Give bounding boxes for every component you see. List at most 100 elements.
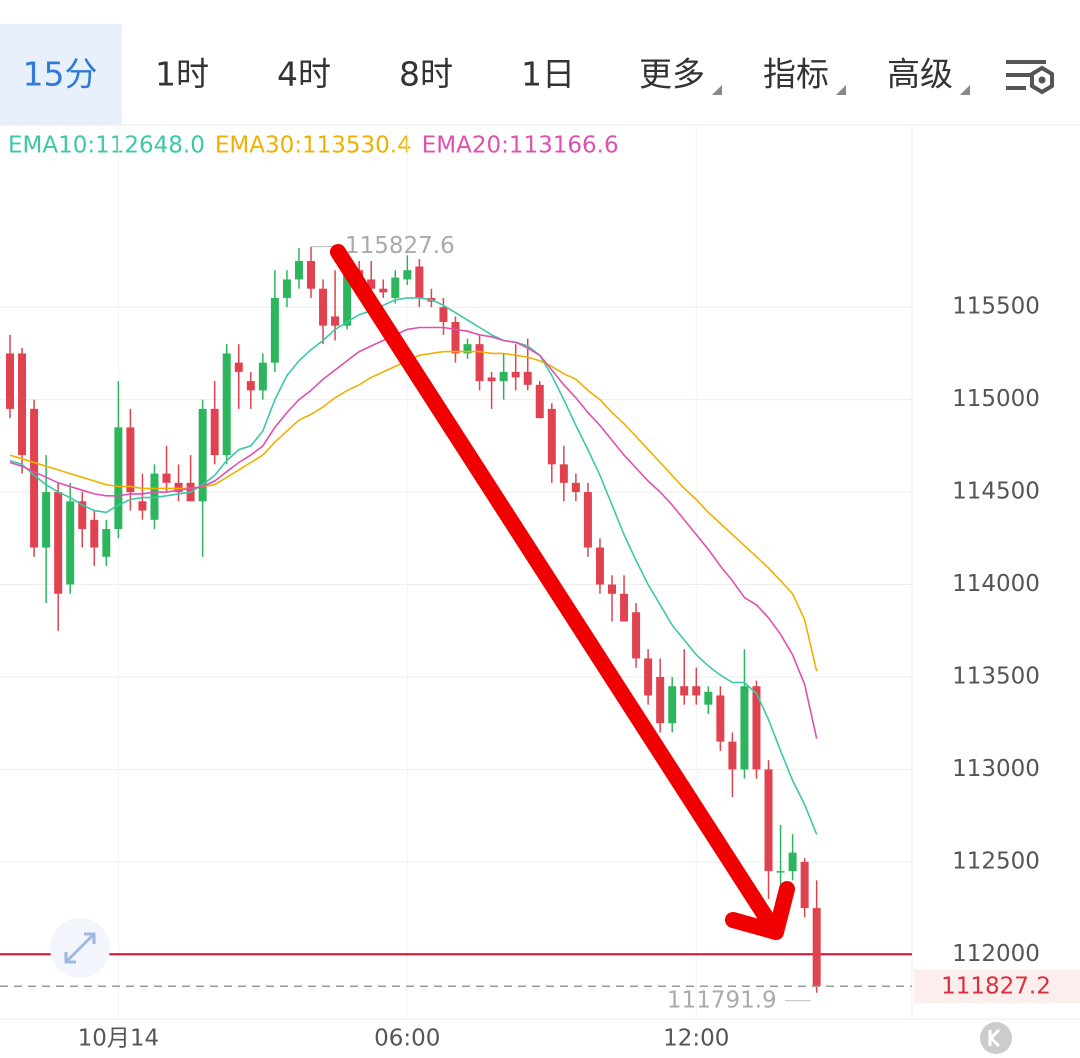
candle-body — [620, 593, 629, 622]
candle-body — [559, 464, 568, 483]
candle-body — [234, 362, 243, 372]
dropdown-caret — [712, 85, 722, 95]
kline-toggle[interactable] — [980, 1022, 1012, 1054]
x-tick-label: 12:00 — [663, 1026, 729, 1052]
candle-body — [42, 492, 51, 548]
y-tick-label: 115000 — [952, 386, 1040, 412]
trend-arrow — [330, 244, 795, 940]
candle-body — [788, 852, 797, 872]
x-tick-label: 06:00 — [374, 1026, 440, 1052]
y-tick-label: 112500 — [952, 848, 1040, 874]
candle-body — [439, 307, 448, 322]
candle-body — [198, 408, 207, 502]
y-tick-label: 115500 — [952, 294, 1040, 320]
expand-button[interactable] — [50, 918, 110, 978]
candle-body — [294, 260, 303, 280]
legend-entry: EMA10:112648.0 — [8, 133, 205, 159]
tab[interactable]: 1时 — [155, 55, 209, 94]
candle-body — [680, 686, 689, 696]
last-price-label: 111827.2 — [941, 974, 1051, 1000]
y-tick-label: 113000 — [952, 756, 1040, 782]
tab[interactable]: 1日 — [521, 55, 575, 94]
candle-body — [379, 288, 388, 293]
tab-label: 4时 — [277, 55, 331, 94]
tab-label: 1日 — [521, 55, 575, 94]
candle-body — [6, 353, 14, 409]
candle-body — [258, 362, 267, 391]
candle-body — [102, 529, 111, 557]
candle-body — [90, 519, 99, 548]
tab[interactable]: 指标 — [763, 55, 846, 96]
candle-body — [307, 260, 315, 289]
candle-body — [499, 371, 508, 382]
candle-body — [270, 297, 279, 363]
candle-body — [764, 769, 773, 872]
plot-area: 115827.6 111791.9 111827.2 — [0, 233, 1080, 1013]
y-tick-label: 114500 — [952, 479, 1040, 505]
tab[interactable]: 15分 — [0, 24, 122, 125]
candle-body — [210, 408, 219, 456]
tab-label: 高级 — [887, 55, 953, 94]
candle-body — [463, 344, 472, 354]
candle-body — [547, 408, 556, 465]
min-label: 111791.9 — [667, 987, 777, 1013]
candle-body — [150, 473, 159, 520]
candle-body — [66, 501, 75, 585]
candle-body — [535, 384, 544, 419]
candle-body — [319, 288, 328, 326]
tab[interactable]: 4时 — [277, 55, 331, 94]
legend: EMA10:112648.0 EMA30:113530.4 EMA20:113166… — [8, 133, 619, 159]
candle-body — [138, 501, 147, 511]
candle-body — [367, 279, 376, 289]
candle-body — [583, 492, 592, 548]
candle-body — [752, 686, 761, 770]
candle-body — [403, 270, 412, 280]
candle-body — [656, 676, 665, 724]
candle-body — [282, 279, 291, 298]
tab-highlight — [0, 24, 122, 125]
candle-body — [331, 316, 340, 326]
candle-body — [728, 741, 737, 770]
max-label: 115827.6 — [345, 233, 455, 259]
last-price-box — [914, 969, 1080, 1004]
tab-label: 指标 — [763, 55, 829, 94]
tab-label: 8时 — [399, 55, 453, 94]
candle-body — [18, 353, 27, 456]
tab[interactable]: 更多 — [639, 55, 722, 96]
candle-body — [608, 584, 616, 594]
candle-body — [246, 381, 255, 391]
candle-body — [644, 658, 653, 696]
candle-body — [740, 686, 749, 770]
candle-body — [30, 408, 39, 548]
candle-body — [451, 321, 460, 354]
ema-line — [9, 297, 818, 835]
tab-label: 更多 — [639, 55, 705, 94]
ema-line — [9, 326, 818, 739]
candle-body — [487, 377, 496, 382]
legend-entry: EMA20:113166.6 — [422, 133, 619, 159]
tab[interactable]: 高级 — [887, 55, 970, 96]
candle-body — [595, 547, 604, 585]
candle-body — [776, 871, 785, 873]
candle-body — [812, 908, 821, 987]
candle-body — [716, 695, 725, 742]
legend-entry: EMA30:113530.4 — [215, 133, 412, 159]
candle-body — [162, 473, 171, 483]
candle-body — [571, 482, 580, 493]
candle-body — [54, 492, 63, 594]
tab[interactable]: 8时 — [399, 55, 453, 94]
candle-body — [343, 270, 352, 326]
candle-body — [800, 861, 809, 909]
candle-body — [511, 371, 520, 378]
y-tick-label: 114000 — [952, 571, 1040, 597]
dropdown-caret — [836, 85, 846, 95]
tab-label: 1时 — [155, 55, 209, 94]
candle-body — [78, 501, 87, 530]
candle-body — [523, 371, 532, 385]
grid: 112000 112500 113000 113500 114000 114500 1150… — [0, 126, 1040, 1052]
y-tick-label: 113500 — [952, 663, 1040, 689]
settings-icon[interactable] — [1006, 60, 1054, 95]
candle-body — [692, 686, 701, 696]
